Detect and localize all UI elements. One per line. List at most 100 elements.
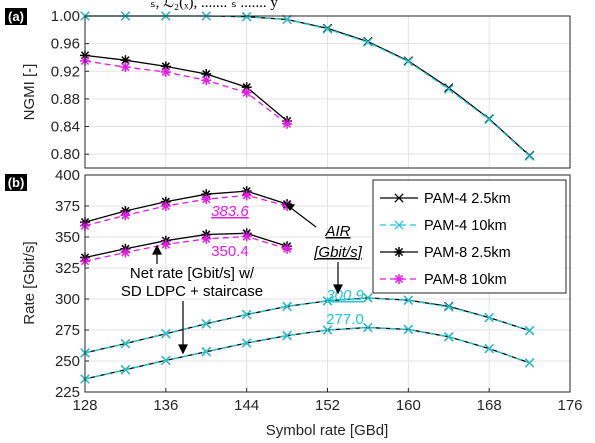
data-point-b-7-5	[282, 243, 293, 254]
x-tick-label-2: 144	[234, 397, 259, 414]
data-point-b-7-2	[160, 239, 171, 250]
data-point-b-5-3	[201, 194, 212, 205]
x-tick-label-6: 176	[557, 397, 582, 414]
data-point-a-1-11	[524, 151, 535, 161]
legend-box	[372, 179, 567, 294]
y-tick-label-b-0: 400	[55, 167, 80, 184]
data-point-b-7-4	[241, 231, 252, 242]
data-point-b-1-3	[201, 319, 211, 329]
y-tick-label-b-3: 325	[55, 260, 80, 277]
x-tick-label-3: 152	[315, 397, 340, 414]
y-tick-label-a-4: 0.84	[51, 119, 80, 136]
y-tick-label-b-2: 350	[55, 229, 80, 246]
data-point-a-1-10	[484, 114, 494, 125]
data-point-a-1-9	[444, 84, 454, 94]
y-tick-label-a-0: 1.00	[51, 8, 80, 25]
data-point-a-1-5	[282, 14, 292, 25]
data-point-b-3-8	[403, 324, 413, 335]
panel-b-tag-bg	[5, 174, 27, 191]
legend-item-2: PAM-8 2.5km	[380, 245, 511, 261]
air-down-arrowhead	[333, 284, 343, 295]
legend-swatch-marker-2	[394, 247, 404, 257]
air-unit-label: [Gbit/s]	[313, 244, 362, 261]
series-a-3-pam-8-10km	[80, 55, 293, 129]
panel-b: 400 375 350 325 300 275 250 225 128 136 144 152 160…	[5, 167, 583, 439]
data-point-b-7-3	[201, 233, 212, 244]
y-tick-label-a-5: 0.80	[51, 146, 80, 163]
panel-b-ylabel: Rate [Gbit/s]	[21, 241, 38, 324]
data-point-a-1-8	[403, 56, 413, 67]
legend-swatch-marker-1	[394, 220, 404, 230]
data-point-b-1-11	[524, 325, 535, 336]
data-point-b-1-4	[242, 309, 252, 320]
net-rate-label-line2: SD LDPC + staircase	[121, 283, 263, 300]
series-b-3-pam-4-10km	[80, 322, 535, 384]
y-tick-label-b-5: 275	[55, 322, 80, 339]
legend-item-0: PAM-4 2.5km	[380, 191, 511, 207]
legend-label-1: PAM-4 10km	[424, 218, 507, 234]
air-arrowhead	[283, 202, 296, 211]
legend-swatch-marker-3	[394, 274, 404, 284]
series-line-a-2	[84, 54, 288, 122]
data-point-b-3-6	[322, 325, 333, 335]
data-point-b-3-5	[282, 330, 292, 341]
series-line-a-3	[84, 60, 288, 125]
data-point-a-1-7	[363, 37, 373, 47]
data-point-b-3-7	[363, 322, 373, 333]
data-point-b-1-7	[363, 293, 373, 303]
panel-a-y-ticks: 1.00 0.96 0.92 0.88 0.84 0.80	[51, 8, 89, 163]
legend-label-2: PAM-8 2.5km	[424, 245, 511, 261]
data-point-b-5-1	[120, 210, 131, 221]
data-point-b-3-10	[484, 343, 494, 354]
data-point-a-1-4	[242, 12, 252, 22]
data-point-a-3-1	[120, 62, 131, 73]
data-point-a-2-3	[201, 69, 212, 80]
data-point-b-1-8	[403, 295, 413, 305]
y-tick-label-a-3: 0.88	[51, 91, 80, 108]
panel-b-tag: (b)	[8, 175, 25, 190]
y-tick-label-a-1: 0.96	[51, 36, 80, 53]
y-tick-label-a-2: 0.92	[51, 63, 80, 80]
panel-a: 1.00 0.96 0.92 0.88 0.84 0.80 NGMI [-] (a)	[5, 8, 571, 169]
legend-items: PAM-4 2.5km PAM-4 10km PAM-8 2.5km PAM-8 10…	[380, 191, 511, 288]
data-point-b-5-4	[241, 190, 252, 201]
data-point-b-3-2	[161, 355, 171, 366]
legend-label-0: PAM-4 2.5km	[424, 191, 511, 207]
series-line-b-5	[84, 194, 288, 227]
series-line-b-4	[84, 190, 288, 223]
series-line-b-2	[84, 326, 530, 380]
annotation-arrows	[152, 202, 343, 355]
series-line-b-7	[84, 235, 288, 262]
x-tick-label-5: 168	[477, 397, 502, 414]
legend-item-3: PAM-8 10km	[380, 272, 507, 288]
y-tick-label-b-4: 300	[55, 291, 80, 308]
net-down-arrowhead	[178, 344, 188, 355]
panel-b-x-ticks: 128 136 144 152 160 168 176	[72, 388, 583, 414]
data-point-a-3-5	[282, 118, 293, 129]
panel-b-xlabel: Symbol rate [GBd]	[266, 422, 389, 439]
data-point-b-1-6	[322, 296, 333, 306]
data-point-b-5-2	[160, 201, 171, 211]
data-point-a-3-2	[160, 66, 171, 77]
legend-swatch-marker-0	[394, 193, 404, 203]
data-point-b-1-9	[444, 302, 454, 312]
data-point-b-1-1	[120, 338, 131, 349]
data-point-b-1-10	[484, 312, 494, 323]
panel-a-frame	[84, 15, 571, 169]
data-point-b-1-2	[161, 329, 171, 339]
data-point-b-3-11	[524, 358, 535, 368]
series-line-b-6	[84, 232, 288, 259]
top-caption: ₛ, ℒ₂(ₓ), ....... ₛ ....... y	[150, 0, 278, 11]
legend: PAM-4 2.5km PAM-4 10km PAM-8 2.5km PAM-8 10…	[372, 179, 567, 294]
data-point-a-1-6	[322, 24, 333, 34]
legend-label-3: PAM-8 10km	[424, 272, 507, 288]
air-label: AIR	[324, 223, 350, 240]
data-point-b-3-1	[120, 365, 131, 375]
data-point-b-3-9	[444, 332, 454, 342]
pam8-net-value: 350.4	[211, 243, 249, 260]
pam8-air-value: 383.6	[211, 203, 249, 220]
y-tick-label-b-1: 375	[55, 198, 80, 215]
data-point-a-3-3	[201, 75, 212, 86]
panel-a-tag-bg	[5, 8, 27, 25]
